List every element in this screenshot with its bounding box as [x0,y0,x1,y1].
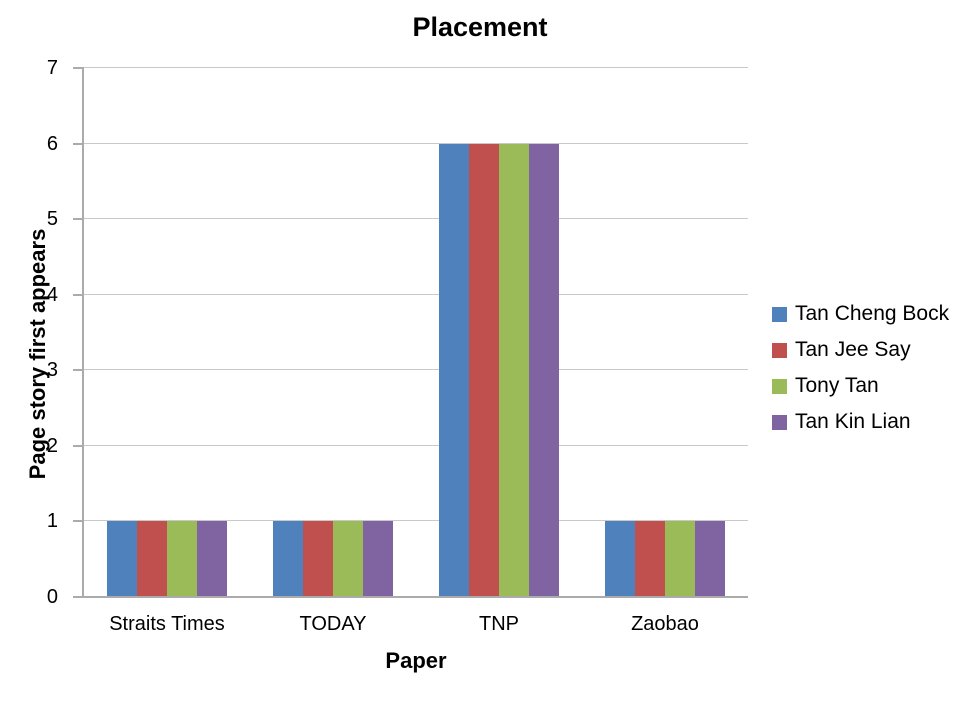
bar-tan-kin-lian-straits-times [197,521,228,597]
bar-tan-kin-lian-today [363,521,394,597]
legend-label-tan-jee-say: Tan Jee Say [795,338,911,361]
y-tick-4 [73,294,84,296]
bar-tan-jee-say-today [302,521,333,597]
y-tick-label-2: 2 [46,435,58,457]
legend-label-tan-kin-lian: Tan Kin Lian [795,410,911,433]
legend-swatch-tan-jee-say [772,342,787,358]
y-tick-label-5: 5 [46,208,58,230]
y-tick-6 [73,143,84,145]
bar-tony-tan-tnp [499,143,530,597]
y-tick-7 [73,67,84,69]
y-tick-1 [73,520,84,522]
gridline-5 [84,218,748,219]
legend-item-tan-jee-say: Tan Jee Say [772,332,949,368]
x-axis-line [82,596,748,598]
y-tick-label-1: 1 [46,510,58,532]
legend-label-tony-tan: Tony Tan [795,374,879,397]
bar-tan-jee-say-tnp [468,143,499,597]
bar-tony-tan-zaobao [665,521,696,597]
y-tick-label-3: 3 [46,359,58,381]
legend-item-tan-kin-lian: Tan Kin Lian [772,404,949,440]
gridline-2 [84,445,748,446]
gridline-6 [84,143,748,144]
gridline-3 [84,369,748,370]
gridline-4 [84,294,748,295]
y-tick-2 [73,445,84,447]
bar-tan-jee-say-zaobao [634,521,665,597]
legend-swatch-tony-tan [772,378,787,394]
y-tick-0 [73,596,84,598]
bar-tan-jee-say-straits-times [136,521,167,597]
y-tick-label-4: 4 [46,284,58,306]
y-tick-5 [73,218,84,220]
bar-tony-tan-straits-times [167,521,198,597]
y-tick-label-7: 7 [46,57,58,79]
x-tick-label-tnp: TNP [479,613,519,635]
plot-area [84,67,748,597]
legend-item-tony-tan: Tony Tan [772,368,949,404]
bar-tan-cheng-bock-today [272,521,303,597]
gridline-1 [84,520,748,521]
bar-tony-tan-today [333,521,364,597]
bar-tan-kin-lian-tnp [529,143,560,597]
legend: Tan Cheng Bock Tan Jee Say Tony Tan Tan Kin… [772,296,949,440]
legend-item-tan-cheng-bock: Tan Cheng Bock [772,296,949,332]
gridline-7 [84,67,748,68]
x-tick-label-zaobao: Zaobao [631,613,699,635]
bar-tan-kin-lian-zaobao [695,521,726,597]
chart-title: Placement [412,12,548,42]
bar-tan-cheng-bock-tnp [438,143,469,597]
x-tick-label-straits-times: Straits Times [109,613,225,635]
bar-tan-cheng-bock-zaobao [604,521,635,597]
y-tick-label-0: 0 [46,586,58,608]
bar-tan-cheng-bock-straits-times [106,521,137,597]
y-tick-3 [73,369,84,371]
legend-swatch-tan-cheng-bock [772,306,787,322]
legend-swatch-tan-kin-lian [772,414,787,430]
y-tick-label-6: 6 [46,133,58,155]
y-axis-line [82,68,84,597]
legend-label-tan-cheng-bock: Tan Cheng Bock [795,302,950,325]
x-tick-label-today: TODAY [299,613,367,635]
x-axis-title: Paper [385,648,447,673]
